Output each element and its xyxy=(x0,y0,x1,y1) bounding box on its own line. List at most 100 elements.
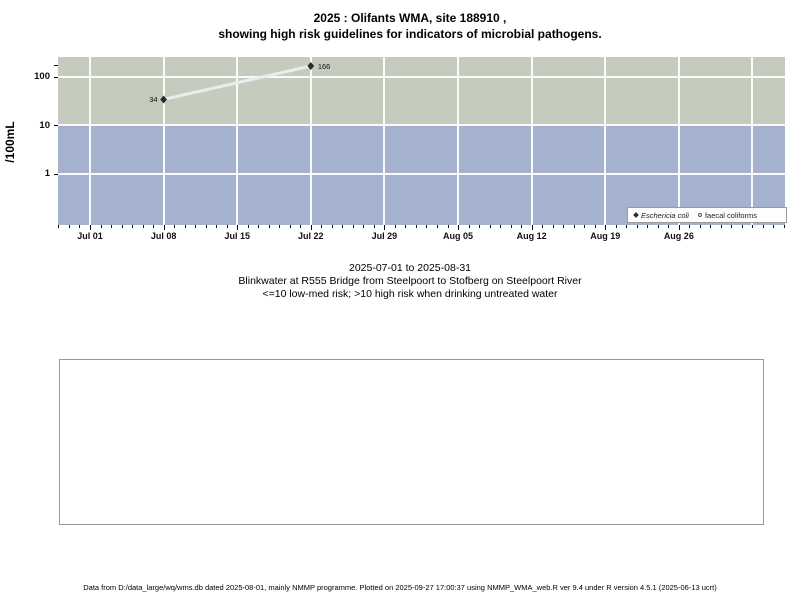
x-axis-minor-tick xyxy=(521,225,523,228)
x-axis-minor-tick xyxy=(58,225,60,228)
x-axis-minor-tick xyxy=(741,225,743,228)
x-axis-minor-tick xyxy=(415,225,417,228)
x-axis-minor-tick xyxy=(373,225,375,228)
footer-text: Data from D:/data_large/wq/wms.db dated … xyxy=(83,583,717,592)
x-axis-minor-tick xyxy=(68,225,70,228)
x-axis-minor-tick xyxy=(111,225,113,228)
data-point-marker xyxy=(307,62,315,71)
y-axis-tick xyxy=(54,76,58,78)
x-tick-label: Aug 26 xyxy=(663,231,694,241)
high-risk-band xyxy=(58,57,785,125)
vertical-gridline xyxy=(457,57,460,225)
x-axis-minor-tick xyxy=(668,225,670,228)
x-axis-minor-tick xyxy=(468,225,470,228)
x-axis-minor-tick xyxy=(226,225,228,228)
x-axis-major-tick xyxy=(458,225,460,230)
x-axis-major-tick xyxy=(531,225,533,230)
x-axis-minor-tick xyxy=(636,225,638,228)
x-axis-minor-tick xyxy=(216,225,218,228)
x-axis-minor-tick xyxy=(510,225,512,228)
x-axis-minor-tick xyxy=(573,225,575,228)
x-axis-minor-tick xyxy=(394,225,396,228)
x-axis-minor-tick xyxy=(247,225,249,228)
x-axis-minor-tick xyxy=(436,225,438,228)
series-line xyxy=(160,62,315,104)
x-tick-label: Jul 29 xyxy=(371,231,398,241)
x-axis-minor-tick xyxy=(363,225,365,228)
x-axis-minor-tick xyxy=(731,225,733,228)
x-tick-label: Aug 12 xyxy=(516,231,547,241)
x-axis-minor-tick xyxy=(268,225,270,228)
x-axis-minor-tick xyxy=(500,225,502,228)
x-axis-major-tick xyxy=(310,225,312,230)
x-axis-major-tick xyxy=(384,225,386,230)
x-axis-minor-tick xyxy=(563,225,565,228)
legend: Eschericia coli faecal coliforms xyxy=(627,207,787,223)
y-tick-label: 10 xyxy=(39,119,50,131)
x-axis-minor-tick xyxy=(615,225,617,228)
point-value-label: 166 xyxy=(317,61,331,71)
x-tick-label: Jul 01 xyxy=(77,231,103,241)
x-axis-minor-tick xyxy=(258,225,260,228)
horizontal-gridline xyxy=(58,124,785,127)
y-axis-tick xyxy=(54,125,58,127)
x-axis-minor-tick xyxy=(100,225,102,228)
x-axis-minor-tick xyxy=(153,225,155,228)
x-axis-minor-tick xyxy=(594,225,596,228)
legend-item-ecoli: Eschericia coli xyxy=(633,210,689,220)
plot-area: 34 166 Eschericia coli faecal coliforms xyxy=(58,57,787,225)
y-tick-label: 1 xyxy=(44,168,50,180)
x-axis-major-tick xyxy=(163,225,165,230)
x-axis-minor-tick xyxy=(752,225,754,228)
x-axis-minor-tick xyxy=(352,225,354,228)
subtitle-date-range: 2025-07-01 to 2025-08-31 xyxy=(348,262,471,274)
x-axis-minor-tick xyxy=(426,225,428,228)
y-axis-label: /100mL xyxy=(3,121,17,163)
y-axis-tick xyxy=(54,173,58,175)
legend-label-ecoli: Eschericia coli xyxy=(641,210,689,220)
vertical-gridline xyxy=(309,57,312,225)
y-axis-tick xyxy=(54,64,58,66)
x-axis-minor-tick xyxy=(773,225,775,228)
chart-title: 2025 : Olifants WMA, site 188910 , showi… xyxy=(0,10,800,42)
vertical-gridline xyxy=(604,57,607,225)
x-axis-minor-tick xyxy=(647,225,649,228)
y-tick-label: 100 xyxy=(34,71,50,83)
x-axis-minor-tick xyxy=(626,225,628,228)
x-axis-minor-tick xyxy=(121,225,123,228)
x-tick-label: Jul 15 xyxy=(224,231,250,241)
x-axis-major-tick xyxy=(605,225,607,230)
x-axis-major-tick xyxy=(678,225,680,230)
vertical-gridline xyxy=(236,57,239,225)
x-axis-minor-tick xyxy=(689,225,691,228)
x-axis-minor-tick xyxy=(762,225,764,228)
x-axis-major-tick xyxy=(90,225,91,230)
x-axis-minor-tick xyxy=(584,225,586,228)
point-value-label: 34 xyxy=(149,94,158,104)
vertical-gridline xyxy=(162,57,165,225)
subtitle-risk-note: <=10 low-med risk; >10 high risk when dr… xyxy=(262,288,558,300)
x-axis-minor-tick xyxy=(405,225,407,228)
vertical-gridline xyxy=(677,57,680,225)
legend-item-faecal: faecal coliforms xyxy=(697,210,758,220)
x-axis-minor-tick xyxy=(479,225,481,228)
x-axis-minor-tick xyxy=(132,225,134,228)
horizontal-gridline xyxy=(58,172,785,175)
legend-label-faecal: faecal coliforms xyxy=(704,210,758,220)
x-axis-minor-tick xyxy=(783,225,785,228)
subtitle-site-description: Blinkwater at R555 Bridge from Steelpoor… xyxy=(238,275,582,287)
x-axis-minor-tick xyxy=(142,225,144,228)
subtitle: 2025-07-01 to 2025-08-31 Blinkwater at R… xyxy=(0,262,800,301)
data-point-marker xyxy=(160,95,168,104)
vertical-gridline xyxy=(383,57,386,225)
x-axis-minor-tick xyxy=(300,225,302,228)
vertical-gridline xyxy=(751,57,754,225)
x-tick-label: Jul 22 xyxy=(298,231,324,241)
x-axis-minor-tick xyxy=(552,225,554,228)
x-axis-minor-tick xyxy=(489,225,491,228)
x-axis-minor-tick xyxy=(195,225,197,228)
x-axis-minor-tick xyxy=(342,225,344,228)
x-axis-minor-tick xyxy=(184,225,186,228)
x-axis-minor-tick xyxy=(279,225,281,228)
